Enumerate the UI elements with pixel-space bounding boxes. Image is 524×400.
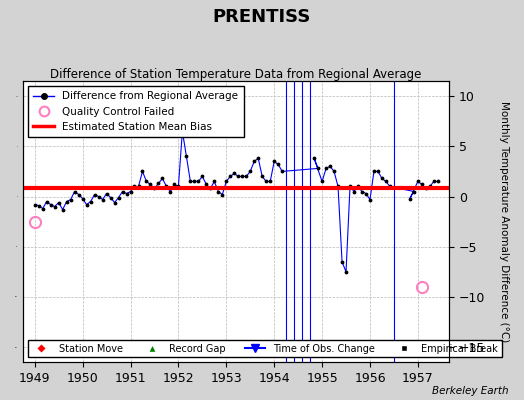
Text: PRENTISS: PRENTISS — [213, 8, 311, 26]
Legend: Difference from Regional Average, Quality Control Failed, Estimated Station Mean: Difference from Regional Average, Qualit… — [28, 86, 244, 137]
Y-axis label: Monthly Temperature Anomaly Difference (°C): Monthly Temperature Anomaly Difference (… — [499, 101, 509, 342]
Text: Berkeley Earth: Berkeley Earth — [432, 386, 508, 396]
Title: Difference of Station Temperature Data from Regional Average: Difference of Station Temperature Data f… — [50, 68, 422, 81]
